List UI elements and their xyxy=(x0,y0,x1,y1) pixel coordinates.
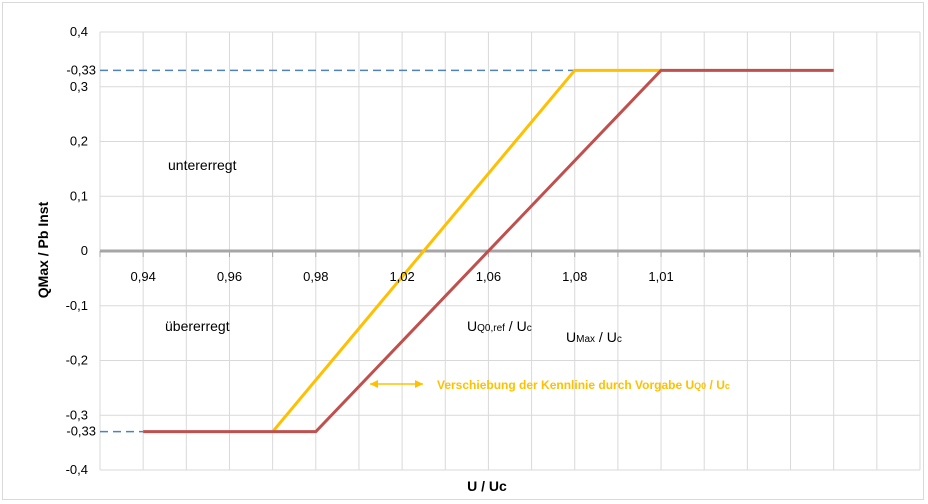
characteristic-line xyxy=(143,68,834,434)
shifted-characteristic-line xyxy=(271,68,662,433)
x-tick-label: 1,01 xyxy=(648,269,673,284)
x-tick-label: 0,96 xyxy=(217,269,242,284)
x-axis-title: U / Uc xyxy=(467,478,507,494)
y-axis-title: QMax / Pb Inst xyxy=(35,201,51,298)
y-tick-label: 0,4 xyxy=(70,24,88,39)
y-tick-label: 0,1 xyxy=(70,188,88,203)
shift-arrow xyxy=(370,380,423,388)
y-tick-label: 0,2 xyxy=(70,134,88,149)
x-tick-label: 0,94 xyxy=(131,269,156,284)
y-tick-label: -0,2 xyxy=(66,353,88,368)
y-tick-label: 0,3 xyxy=(70,79,88,94)
untererregt-label: untererregt xyxy=(168,157,237,173)
shift-annotation: Verschiebung der Kennlinie durch Vorgabe… xyxy=(437,378,730,392)
x-tick-label: 1,08 xyxy=(562,269,587,284)
x-tick-label: 1,02 xyxy=(389,269,414,284)
x-tick-label: 0,98 xyxy=(303,269,328,284)
reference-y-label: -0,33 xyxy=(66,62,96,77)
y-tick-label: -0,3 xyxy=(66,407,88,422)
tick-labels: 0,4 0,3 0,2 0,1 0 -0,1 -0,2 -0,3 -0,4 0,94 0,96 0,9… xyxy=(66,24,674,477)
uebererregt-label: übererregt xyxy=(165,318,230,334)
axes xyxy=(99,249,921,257)
y-tick-label: -0,4 xyxy=(66,462,88,477)
series-group xyxy=(100,68,834,434)
reference-y-label: -0,33 xyxy=(66,424,96,439)
y-tick-label: 0 xyxy=(81,243,88,258)
x-tick-label: 1,06 xyxy=(476,269,501,284)
umax-label: UMax / Uc xyxy=(566,329,622,345)
y-tick-label: -0,1 xyxy=(66,298,88,313)
uq0-ref-label: UQ0,ref / Uc xyxy=(467,318,532,334)
